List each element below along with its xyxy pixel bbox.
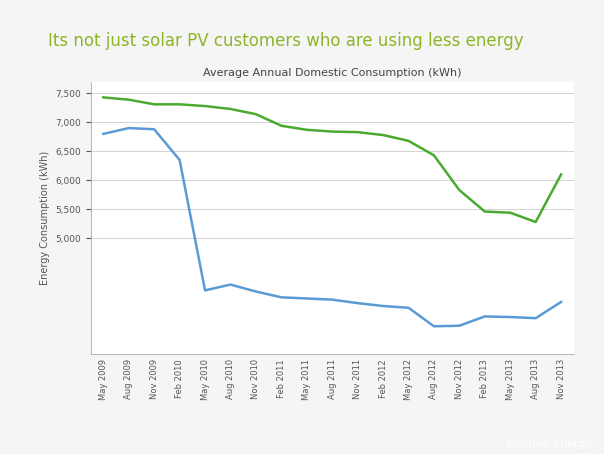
- Domestic (no solar): [329, 129, 336, 134]
- Domestic (no solar): [507, 210, 514, 216]
- Domestic (no solar): [430, 153, 437, 158]
- Domestic (no solar): [405, 138, 412, 143]
- Domestic (with solar): [481, 314, 489, 319]
- Domestic (no solar): [252, 111, 260, 117]
- Domestic (no solar): [100, 94, 107, 100]
- Domestic (no solar): [456, 188, 463, 193]
- Domestic (with solar): [176, 157, 183, 163]
- Domestic (no solar): [354, 129, 361, 135]
- Domestic (with solar): [456, 323, 463, 328]
- Domestic (no solar): [201, 104, 208, 109]
- Domestic (with solar): [557, 299, 565, 305]
- Domestic (with solar): [201, 288, 208, 293]
- Domestic (no solar): [481, 209, 489, 214]
- Domestic (with solar): [227, 282, 234, 287]
- Line: Domestic (no solar): Domestic (no solar): [103, 97, 561, 222]
- Domestic (no solar): [125, 97, 132, 103]
- Domestic (with solar): [354, 301, 361, 306]
- Domestic (no solar): [278, 123, 285, 128]
- Domestic (with solar): [303, 296, 310, 301]
- Domestic (no solar): [176, 102, 183, 107]
- Line: Domestic (with solar): Domestic (with solar): [103, 128, 561, 326]
- Y-axis label: Energy Consumption (kWh): Energy Consumption (kWh): [40, 151, 50, 285]
- Text: Its not just solar PV customers who are using less energy: Its not just solar PV customers who are …: [48, 32, 524, 50]
- Domestic (with solar): [532, 316, 539, 321]
- Domestic (with solar): [150, 127, 158, 132]
- Text: positive energy: positive energy: [506, 439, 592, 449]
- Domestic (with solar): [507, 314, 514, 320]
- Domestic (with solar): [329, 297, 336, 302]
- Domestic (no solar): [150, 102, 158, 107]
- Domestic (no solar): [303, 127, 310, 133]
- Title: Average Annual Domestic Consumption (kWh): Average Annual Domestic Consumption (kWh…: [203, 68, 461, 78]
- Domestic (with solar): [405, 305, 412, 311]
- Domestic (with solar): [379, 303, 387, 309]
- Domestic (with solar): [125, 125, 132, 131]
- Domestic (with solar): [278, 295, 285, 300]
- Domestic (no solar): [379, 132, 387, 138]
- Domestic (no solar): [227, 106, 234, 112]
- Domestic (no solar): [557, 172, 565, 177]
- Domestic (with solar): [430, 324, 437, 329]
- Domestic (no solar): [532, 219, 539, 225]
- Domestic (with solar): [252, 289, 260, 294]
- Domestic (with solar): [100, 131, 107, 137]
